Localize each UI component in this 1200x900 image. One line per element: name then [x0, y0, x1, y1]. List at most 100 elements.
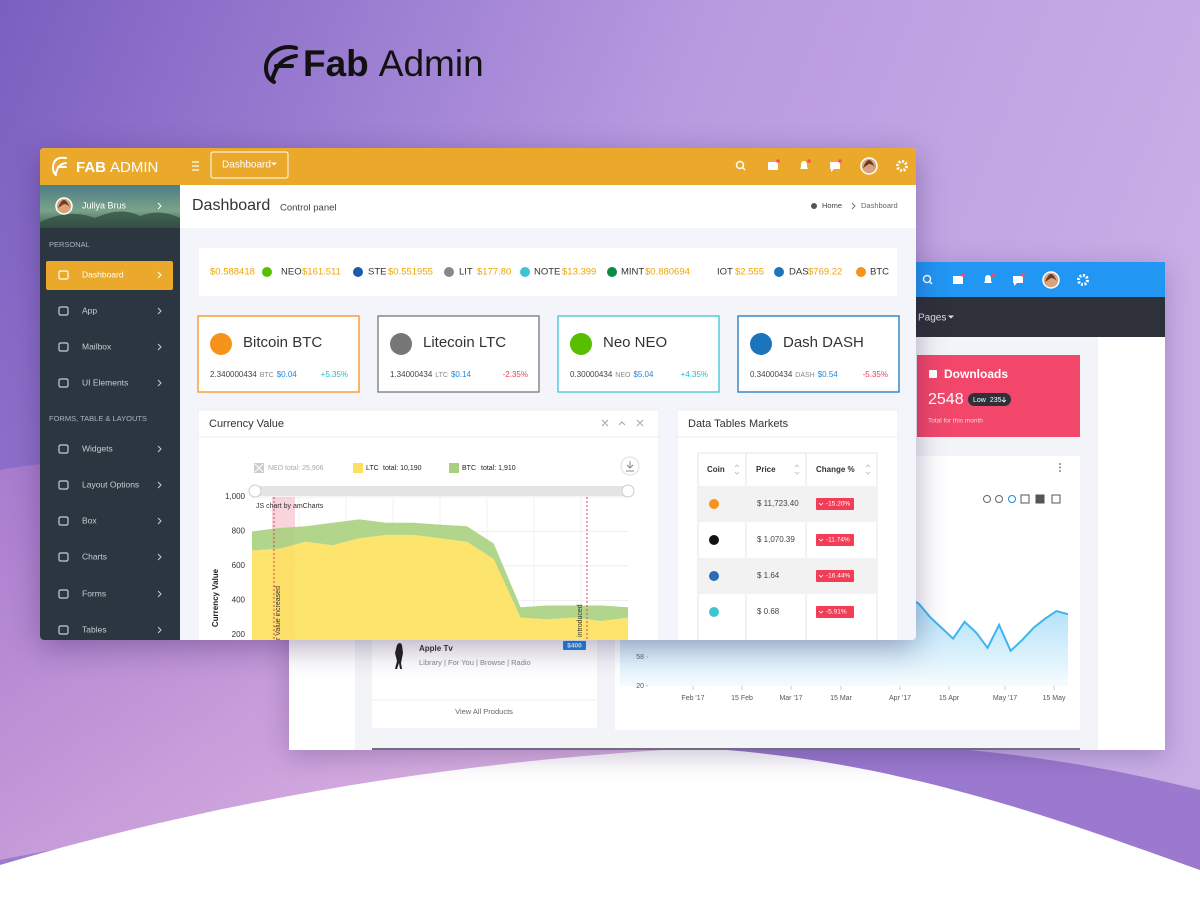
y-tick-label: 400	[232, 595, 246, 604]
coin-card[interactable]	[377, 315, 540, 393]
main-window: FAB ADMIN Dashboard Juliya Brus PERSONAL Dash…	[40, 148, 916, 640]
coin-icon	[353, 267, 363, 277]
change-arrow	[818, 502, 824, 506]
legend-name[interactable]: BTC	[462, 465, 476, 472]
coin-icon	[444, 267, 454, 277]
change-badge	[816, 606, 854, 618]
tool-icon[interactable]	[1051, 494, 1061, 504]
area-series	[252, 519, 628, 621]
sidebar	[40, 185, 180, 640]
sidebar-item[interactable]: Widgets	[82, 443, 113, 453]
zoom-icon[interactable]	[1008, 495, 1016, 503]
sidebar-item[interactable]: Mailbox	[82, 341, 112, 351]
change-arrow	[818, 538, 824, 542]
sidebar-item[interactable]: Dashboard	[82, 269, 124, 279]
coin-icon	[709, 607, 719, 617]
coin-card-name: Neo NEO	[603, 334, 667, 351]
sidebar-item[interactable]: Tables	[82, 624, 107, 634]
page-header	[180, 185, 916, 228]
downloads-title: Downloads	[944, 367, 1008, 381]
menu-item[interactable]: Pages	[918, 313, 946, 324]
sidebar-icon	[58, 378, 69, 388]
avatar-hair	[863, 160, 875, 168]
legend-name[interactable]: NEO	[268, 465, 284, 472]
card-title: Currency Value	[209, 418, 284, 430]
page-title: Dashboard	[192, 197, 270, 214]
card-controls[interactable]	[601, 419, 644, 427]
table-card	[676, 409, 899, 640]
chevron-icon	[157, 553, 162, 561]
chevron-icon	[157, 445, 162, 453]
avatar-hair	[1045, 274, 1057, 282]
nav-button-label[interactable]: Dashboard	[222, 160, 271, 171]
legend-swatch[interactable]	[449, 463, 459, 473]
table-change: -11.74%	[826, 537, 850, 544]
sort-icon	[734, 464, 740, 475]
notify-dot	[991, 273, 995, 277]
chevron-icon	[157, 379, 162, 387]
scroll-handle[interactable]	[248, 484, 262, 498]
sidebar-item[interactable]: UI Elements	[82, 377, 128, 387]
sidebar-item[interactable]: App	[82, 305, 97, 315]
sidebar-icon	[58, 552, 69, 562]
ticker-name: BTC	[870, 267, 889, 278]
chevron-icon	[157, 517, 162, 525]
badge-label: Low	[973, 397, 987, 404]
coin-icon	[856, 267, 866, 277]
coin-icon	[709, 571, 719, 581]
table-header[interactable]: Change %	[816, 465, 855, 474]
coin-card-icon	[570, 333, 592, 355]
bg-swoosh	[0, 748, 1200, 900]
product-links[interactable]: Library | For You | Browse | Radio	[419, 658, 531, 667]
downloads-icon	[929, 370, 937, 378]
nav-button[interactable]	[210, 151, 289, 179]
coin-amount: 2.340000434	[210, 370, 257, 379]
coin-card[interactable]	[557, 315, 720, 393]
sort-icon	[794, 464, 800, 475]
breadcrumb-item[interactable]: Home	[822, 201, 842, 210]
sidebar-icon	[58, 270, 69, 280]
sidebar-icon	[58, 444, 69, 454]
coin-change: +4.35%	[681, 370, 708, 379]
sidebar-item[interactable]: Layout Options	[82, 479, 139, 489]
scroll-handle[interactable]	[621, 484, 635, 498]
ticker-price: $0.588418	[210, 267, 255, 278]
chevron-icon	[157, 343, 162, 351]
legend-name[interactable]: LTC	[366, 465, 379, 472]
table-header[interactable]: Price	[756, 465, 776, 474]
legend-total: total: 10,190	[383, 465, 422, 472]
menu-dot	[1059, 466, 1061, 469]
zoom-icon[interactable]	[995, 495, 1003, 503]
ticker-price: $161.511	[302, 267, 341, 278]
tool-icon[interactable]	[1020, 494, 1030, 504]
sidebar-item[interactable]: Box	[82, 515, 97, 525]
legend-swatch[interactable]	[353, 463, 363, 473]
ticker-price: $0.880694	[645, 267, 690, 278]
tool-icon[interactable]	[1035, 494, 1045, 504]
table-header[interactable]: Coin	[707, 465, 725, 474]
coin-amount: 0.30000434	[570, 370, 613, 379]
coin-card-name: Dash DASH	[783, 334, 864, 351]
notify-dot	[776, 159, 780, 163]
downloads-badge-text: Low 235	[973, 397, 1002, 404]
coin-change: -5.35%	[863, 370, 888, 379]
sidebar-item[interactable]: Forms	[82, 588, 106, 598]
zoom-icon[interactable]	[983, 495, 991, 503]
page-subtitle: Control panel	[280, 203, 337, 214]
table-price: $ 0.68	[757, 607, 780, 616]
ticker-name: IOT	[717, 267, 733, 278]
change-arrow	[818, 574, 824, 578]
sidebar-section: PERSONAL	[49, 240, 90, 249]
sidebar-item[interactable]: Charts	[82, 551, 107, 561]
ticker-name: NOTE	[534, 267, 560, 278]
coin-icon	[262, 267, 272, 277]
view-all-link[interactable]: View All Products	[455, 707, 513, 716]
logo-light: ADMIN	[110, 159, 158, 176]
chevron-icon	[851, 202, 856, 210]
downloads-value: 2548	[928, 391, 964, 408]
bg-band	[700, 742, 1200, 870]
x-tick-label: Feb '17	[681, 695, 704, 702]
sidebar-icon	[58, 342, 69, 352]
y-tick-label: 800	[232, 527, 246, 536]
